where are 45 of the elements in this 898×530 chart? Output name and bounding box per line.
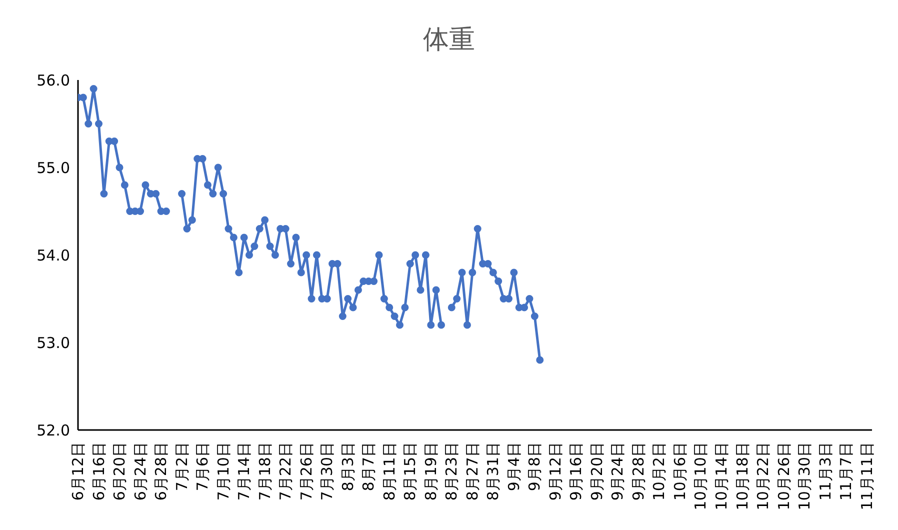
x-tick-label: 6月20日 [110, 442, 129, 501]
x-tick-label: 7月6日 [194, 442, 212, 492]
x-tick-label: 6月28日 [152, 442, 170, 501]
y-tick-label: 56.0 [36, 71, 70, 90]
x-tick-label: 9月20日 [588, 442, 606, 501]
x-tick-label: 8月11日 [380, 442, 398, 501]
x-tick-label: 6月12日 [69, 442, 87, 501]
x-tick-label: 7月18日 [256, 442, 274, 501]
x-tick-label: 8月3日 [338, 442, 357, 492]
x-tick-label: 9月4日 [504, 442, 523, 492]
chart-title: 体重 [422, 24, 476, 57]
x-tick-label: 7月30日 [318, 442, 336, 501]
x-tick-label: 7月22日 [276, 442, 295, 501]
x-tick-label: 8月27日 [463, 442, 482, 501]
y-tick-label: 53.0 [36, 334, 70, 352]
x-tick-label: 10月14日 [712, 442, 731, 510]
x-tick-label: 9月16日 [567, 442, 586, 501]
x-tick-label: 8月23日 [442, 442, 461, 501]
x-tick-label: 7月26日 [297, 442, 316, 501]
x-tick-label: 11月11日 [858, 442, 876, 510]
x-tick-label: 10月18日 [733, 442, 752, 510]
x-tick-label: 7月14日 [235, 442, 254, 501]
x-tick-label: 8月19日 [422, 442, 440, 501]
x-tick-label: 10月10日 [692, 442, 710, 510]
x-tick-label: 10月2日 [650, 442, 668, 501]
x-tick-label: 11月7日 [837, 442, 856, 501]
x-tick-label: 9月8日 [526, 442, 544, 492]
x-tick-label: 8月15日 [401, 442, 420, 501]
x-tick-label: 9月28日 [629, 442, 648, 501]
x-tick-label: 11月3日 [816, 442, 834, 501]
y-tick-label: 52.0 [36, 421, 70, 440]
x-tick-label: 9月12日 [546, 442, 564, 501]
x-tick-label: 6月24日 [131, 442, 150, 501]
x-tick-label: 10月26日 [774, 442, 793, 510]
x-tick-label: 10月6日 [670, 442, 689, 501]
y-tick-label: 55.0 [36, 158, 70, 177]
x-tick-label: 10月22日 [754, 442, 772, 510]
x-tick-label: 8月31日 [484, 442, 502, 501]
x-tick-label: 10月30日 [796, 442, 814, 510]
x-tick-label: 7月2日 [172, 442, 191, 492]
x-tick-label: 6月16日 [90, 442, 108, 501]
x-tick-label: 8月7日 [360, 442, 378, 492]
x-tick-label: 7月10日 [214, 442, 232, 501]
y-tick-label: 54.0 [36, 246, 70, 264]
x-tick-label: 9月24日 [608, 442, 627, 501]
